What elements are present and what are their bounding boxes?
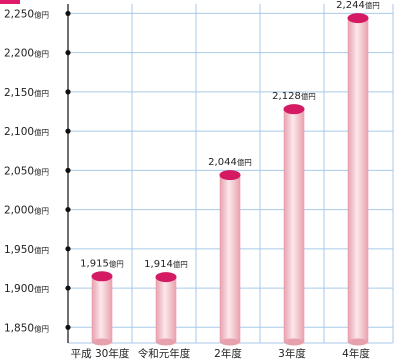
y-tick-label: 2,250億円 xyxy=(4,8,49,20)
bar-body xyxy=(91,275,113,343)
bar-body xyxy=(283,108,305,343)
x-category-label: 3年度 xyxy=(278,347,306,360)
bar xyxy=(283,104,305,346)
data-label: 1,915億円 xyxy=(80,258,124,269)
bar-base xyxy=(156,338,176,346)
bar-base xyxy=(92,338,112,346)
data-label: 2,244億円 xyxy=(336,0,380,11)
y-tick-label: 2,200億円 xyxy=(4,48,49,60)
y-tick-label: 2,050億円 xyxy=(4,165,49,177)
y-tick-label: 2,150億円 xyxy=(4,87,49,99)
x-category-label: 4年度 xyxy=(342,347,370,360)
bar xyxy=(155,272,177,346)
bar-body xyxy=(155,276,177,343)
bar-cap xyxy=(219,170,241,181)
y-tick-label: 1,900億円 xyxy=(4,283,49,295)
x-category-label: 令和元年度 xyxy=(138,347,191,360)
bar-base xyxy=(220,338,240,346)
x-category-label: 2年度 xyxy=(214,347,242,360)
bar xyxy=(219,170,241,346)
bars xyxy=(91,13,369,346)
y-tick-label: 2,000億円 xyxy=(4,205,49,217)
bar xyxy=(347,13,369,346)
bar-body xyxy=(347,17,369,343)
y-tick-label: 1,850億円 xyxy=(4,322,49,334)
data-label: 2,128億円 xyxy=(272,91,316,102)
data-label: 1,914億円 xyxy=(144,259,188,270)
bar-body xyxy=(219,174,241,343)
x-category-label: 平成 30年度 xyxy=(71,347,130,360)
bar-base xyxy=(284,338,304,346)
data-label: 2,044億円 xyxy=(208,157,252,168)
y-tick-label: 1,950億円 xyxy=(4,244,49,256)
bar-cap xyxy=(347,13,369,24)
bar-cap xyxy=(155,272,177,283)
bar-cap xyxy=(91,271,113,282)
y-axis: 1,850億円 1,900億円 1,950億円 2,000億円 2,050億円 2,100… xyxy=(4,4,71,343)
bar-cap xyxy=(283,104,305,115)
bar-base xyxy=(348,338,368,346)
bar xyxy=(91,271,113,346)
corner-tab xyxy=(0,0,20,4)
y-tick-label: 2,100億円 xyxy=(4,126,49,138)
